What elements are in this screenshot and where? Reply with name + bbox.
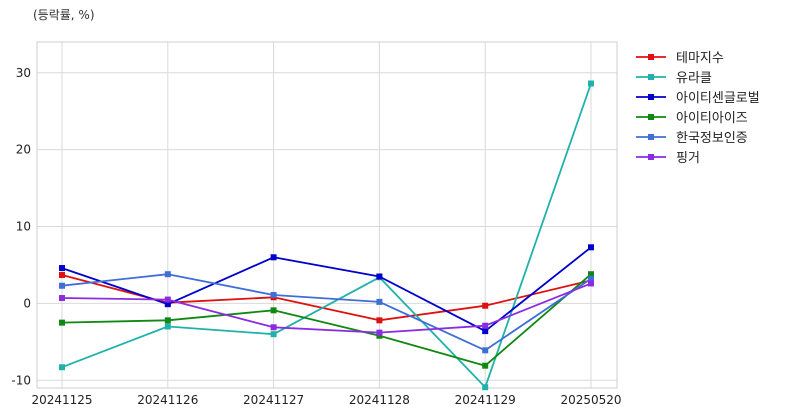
x-tick-label: 20241128 (349, 393, 410, 407)
data-point (270, 331, 277, 338)
data-point (588, 244, 594, 251)
data-point (482, 302, 489, 309)
y-axis: -10 0 10 20 30 (11, 66, 31, 388)
x-tick-label: 20250520 (560, 393, 621, 407)
data-point (482, 347, 489, 354)
data-point (164, 296, 171, 303)
data-point (270, 324, 277, 331)
x-tick-label: 20241126 (137, 393, 198, 407)
legend-label: 유라클 (676, 71, 712, 86)
series-유라클 (59, 80, 594, 391)
data-point (164, 323, 171, 330)
series-line (61, 246, 592, 333)
data-point (270, 254, 277, 261)
data-point (588, 275, 594, 282)
data-point (482, 328, 489, 335)
legend-item: 아이티아이즈 (636, 111, 748, 126)
legend-marker (648, 94, 654, 100)
data-point (376, 273, 383, 280)
x-axis: 20241125 20241126 20241127 20241128 20241129… (31, 393, 621, 407)
data-point (270, 291, 277, 298)
series-line (61, 273, 592, 367)
y-tick-label: 30 (16, 66, 31, 80)
data-point (482, 362, 489, 369)
series-핑거 (59, 280, 594, 336)
legend-item: 한국정보인증 (636, 131, 748, 146)
series-아이티아이즈 (59, 271, 594, 369)
y-tick-label: 10 (16, 220, 31, 234)
data-point (164, 301, 171, 308)
legend-marker (648, 54, 654, 60)
legend-marker (648, 134, 654, 140)
unit-label: (등락률, %) (33, 8, 95, 22)
y-tick-label: 0 (23, 296, 31, 310)
legend-item: 핑거 (636, 151, 700, 166)
x-tick-label: 20241127 (243, 393, 304, 407)
data-point (164, 317, 171, 324)
y-tick-label: -10 (11, 373, 31, 387)
data-point (376, 329, 383, 336)
legend-label: 한국정보인증 (676, 131, 748, 146)
grid (37, 42, 617, 388)
series-line (61, 83, 592, 389)
data-point (270, 307, 277, 314)
x-tick-label: 20241125 (31, 393, 92, 407)
legend-item: 테마지수 (636, 51, 724, 66)
legend-item: 아이티센글로벌 (636, 91, 760, 106)
data-point (376, 317, 383, 324)
y-tick-label: 20 (16, 143, 31, 157)
data-point (59, 265, 65, 272)
legend-label: 아이티센글로벌 (676, 91, 760, 106)
data-point (59, 364, 65, 371)
data-point (164, 271, 171, 278)
legend-label: 아이티아이즈 (676, 111, 748, 126)
x-tick-label: 20241129 (455, 393, 516, 407)
data-point (376, 298, 383, 305)
series-한국정보인증 (59, 271, 594, 354)
data-point (376, 332, 383, 339)
legend-label: 핑거 (676, 151, 700, 166)
legend-marker (648, 114, 654, 120)
legend-marker (648, 74, 654, 80)
legend-label: 테마지수 (676, 51, 724, 66)
legend-marker (648, 154, 654, 160)
data-point (59, 319, 65, 326)
series-layer (59, 80, 594, 391)
plot-frame (36, 41, 618, 389)
data-point (482, 322, 489, 329)
data-point (588, 271, 594, 278)
data-point (59, 271, 65, 278)
data-point (59, 295, 65, 302)
data-point (588, 280, 594, 287)
series-line (61, 273, 592, 352)
data-point (482, 384, 489, 391)
series-아이티센글로벌 (59, 244, 594, 335)
data-point (59, 282, 65, 289)
legend-item: 유라클 (636, 71, 712, 86)
data-point (588, 80, 594, 87)
series-line (61, 282, 592, 334)
